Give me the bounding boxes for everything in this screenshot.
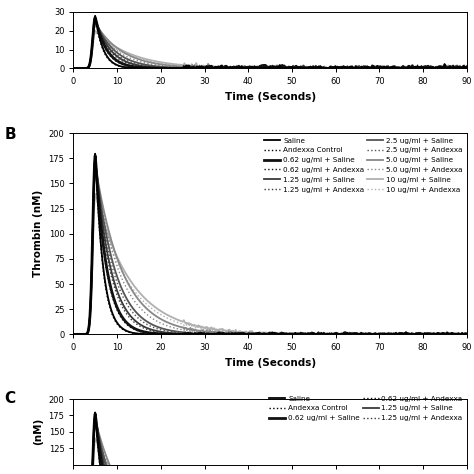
Text: B: B: [5, 127, 16, 142]
Legend: Saline, Andexxa Control, 0.62 ug/ml + Saline, 0.62 ug/ml + Andexxa, 1.25 ug/ml +: Saline, Andexxa Control, 0.62 ug/ml + Sa…: [264, 137, 463, 193]
Y-axis label: (nM): (nM): [33, 418, 43, 446]
Text: C: C: [5, 391, 16, 406]
X-axis label: Time (Seconds): Time (Seconds): [225, 358, 316, 368]
Legend: Saline, Andexxa Control, 0.62 ug/ml + Saline, 0.62 ug/ml + Andexxa, 1.25 ug/ml +: Saline, Andexxa Control, 0.62 ug/ml + Sa…: [268, 395, 463, 422]
Y-axis label: Thrombin (nM): Thrombin (nM): [33, 190, 43, 277]
X-axis label: Time (Seconds): Time (Seconds): [225, 92, 316, 102]
